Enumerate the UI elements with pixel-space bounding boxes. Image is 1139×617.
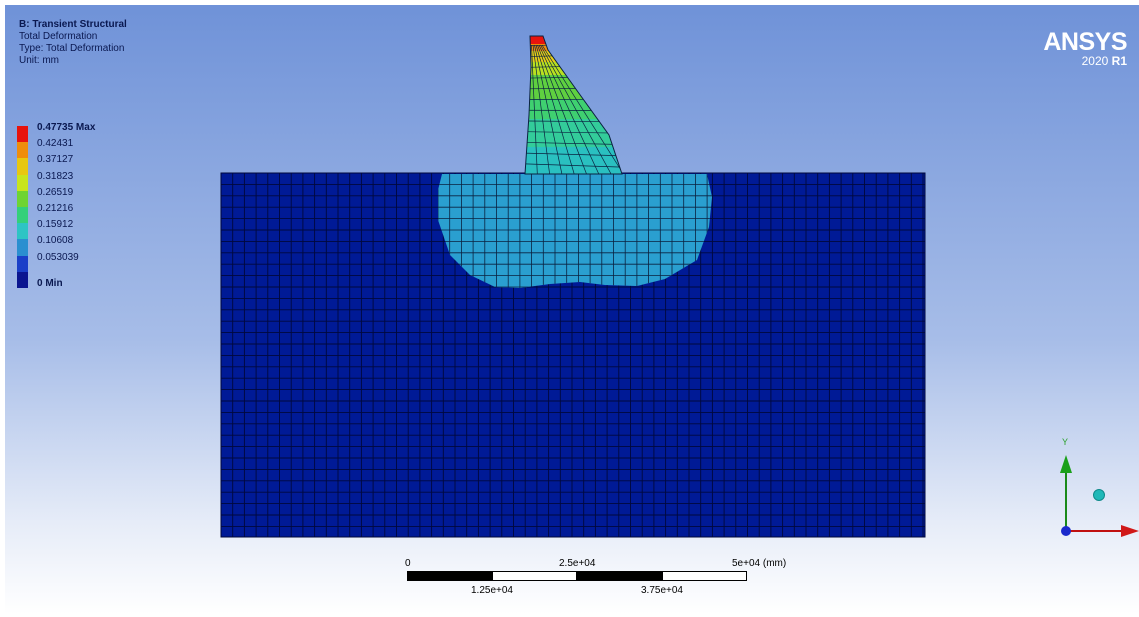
legend-swatch [17,142,28,159]
indenter-outline [524,35,623,175]
analysis-title: B: Transient Structural [19,19,127,30]
legend-label: 0.10608 [37,235,74,247]
x-axis-arrowhead [1121,525,1139,537]
legend-label: 0.21216 [37,202,74,214]
legend-label: 0.47735 Max [37,122,96,133]
legend-label: 0 Min [37,277,63,289]
triad-origin [1061,526,1071,536]
legend-label: 0.42431 [37,138,74,150]
result-unit: Unit: mm [19,55,59,66]
legend-swatch [17,206,28,224]
scale-bar: 0 2.5e+04 5e+04 (mm) 1.25e+04 3.75e+04 [405,558,786,608]
scale-label-mid: 2.5e+04 [559,558,596,569]
legend-swatch [17,158,28,175]
contact-zone [438,174,712,288]
scale-label-0: 0 [405,558,411,569]
scale-segment-3 [577,571,662,581]
result-info: B: Transient Structural Total Deformatio… [19,19,127,67]
logo-version: 2020 R1 [1081,54,1127,68]
legend-label: 0.15912 [37,219,74,231]
axis-triad[interactable]: Y X [1053,433,1139,543]
deformation-contour-plot[interactable] [5,5,1139,614]
legend-swatch [17,126,28,143]
scale-segment-2 [492,571,577,581]
legend-swatch [17,239,28,256]
logo-brand: ANSYS [1043,28,1127,56]
legend-swatch [17,271,28,288]
legend-label: 0.31823 [37,170,74,182]
scale-label-quarter: 1.25e+04 [471,585,513,596]
scale-label-three-quarter: 3.75e+04 [641,585,683,596]
legend-label: 0.053039 [37,251,79,263]
graphics-viewport[interactable]: B: Transient Structural Total Deformatio… [5,5,1139,614]
scale-label-end: 5e+04 (mm) [732,558,787,569]
legend-swatch [17,190,28,207]
legend-label: 0.26519 [37,186,74,198]
y-axis-arrowhead [1060,455,1072,473]
legend-label: 0.37127 [37,154,74,166]
result-name: Total Deformation [19,31,98,42]
base-mesh [220,172,925,537]
legend-swatch [17,255,28,272]
legend-swatch [17,174,28,191]
ansys-logo: ANSYS 2020 R1 [1043,29,1127,67]
scale-segment-4 [662,571,747,581]
y-axis-label: Y [1062,437,1069,447]
result-type: Type: Total Deformation [19,43,125,54]
iso-view-ball[interactable] [1093,489,1105,501]
legend-swatch [17,223,28,240]
scale-segment-1 [407,571,492,581]
